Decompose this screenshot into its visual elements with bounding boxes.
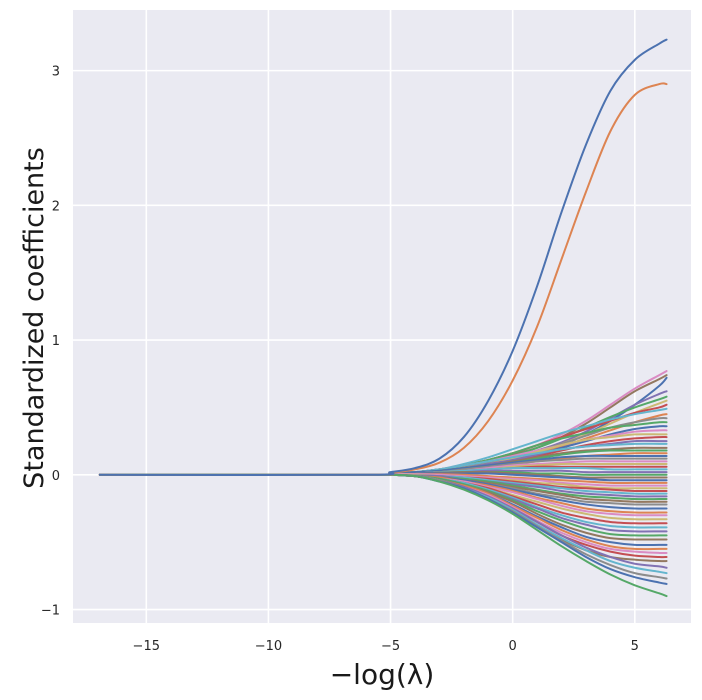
x-tick-label: 0	[509, 639, 517, 654]
plot-background	[73, 10, 691, 623]
y-tick-label: 2	[52, 199, 60, 214]
y-tick-label: 3	[52, 65, 60, 80]
x-tick-label: −15	[133, 639, 160, 654]
y-tick-label: 0	[52, 469, 60, 484]
coefficient-paths	[98, 38, 668, 598]
y-tick-labels: −1 0 1 2 3	[41, 65, 60, 619]
y-tick-label: 1	[52, 334, 60, 349]
x-tick-labels: −15 −10 −5 0 5	[133, 639, 639, 654]
y-tick-label: −1	[41, 604, 60, 619]
x-tick-label: −10	[255, 639, 282, 654]
x-tick-label: −5	[381, 639, 400, 654]
x-tick-label: 5	[631, 639, 639, 654]
coefficient-path	[98, 38, 668, 476]
y-axis-label: Standardized coefficients	[19, 147, 50, 489]
x-axis-label: −log(λ)	[330, 658, 435, 691]
